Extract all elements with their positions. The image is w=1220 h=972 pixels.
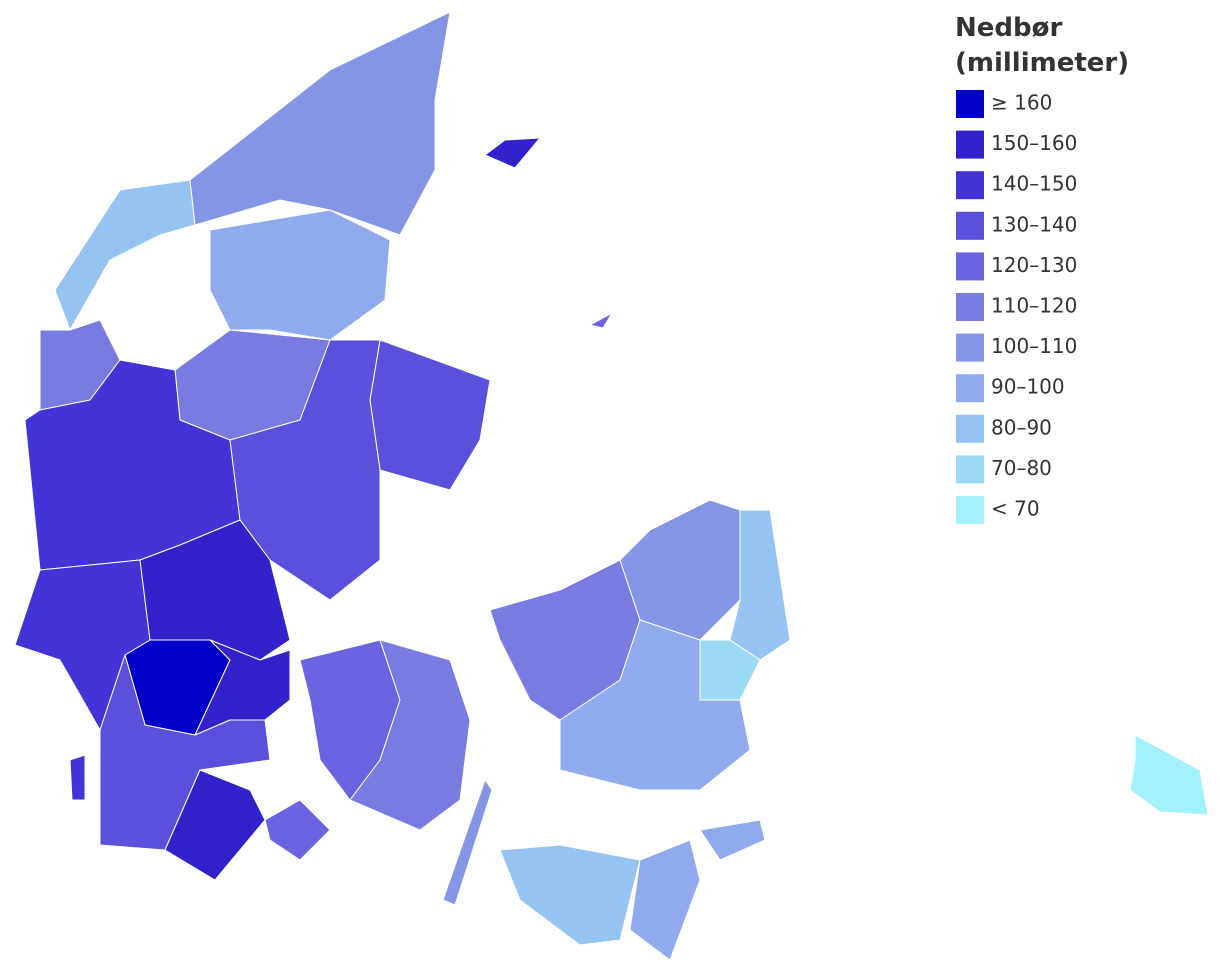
legend-label: 130–140 (991, 212, 1077, 236)
region (189, 11, 451, 236)
region (99, 654, 271, 851)
legend-swatch (956, 455, 984, 484)
region (484, 137, 541, 169)
region (589, 312, 613, 329)
legend-label: 120–130 (991, 253, 1077, 277)
legend-swatch (956, 293, 984, 321)
legend-swatch (956, 90, 984, 118)
legend-label: 90–100 (991, 375, 1065, 399)
legend-label: < 70 (991, 497, 1040, 521)
region (1129, 734, 1209, 816)
legend-title: Nedbør (955, 13, 1062, 43)
legend-swatch (956, 333, 984, 362)
legend-label: 140–150 (991, 172, 1077, 196)
legend-swatch (956, 374, 984, 403)
legend-label: ≥ 160 (991, 91, 1052, 115)
legend: ≥ 160 150–160 140–150 130–140 120–130 110–120… (956, 90, 1077, 524)
region (629, 839, 701, 961)
region (442, 779, 493, 906)
legend-label: 70–80 (991, 456, 1052, 480)
legend-swatch (956, 252, 984, 281)
region (54, 179, 196, 331)
region (69, 754, 86, 801)
legend-swatch (956, 171, 984, 200)
region (699, 819, 766, 861)
legend-label: 100–110 (991, 334, 1077, 358)
map (14, 11, 1209, 961)
legend-label: 110–120 (991, 294, 1077, 318)
region (369, 339, 491, 491)
legend-title: (millimeter) (955, 48, 1129, 78)
legend-swatch (956, 414, 984, 443)
legend-swatch (956, 211, 984, 240)
region (559, 619, 751, 791)
region (264, 799, 331, 861)
legend-swatch (956, 130, 984, 159)
region (499, 844, 641, 946)
legend-label: 80–90 (991, 415, 1052, 439)
legend-label: 150–160 (991, 131, 1077, 155)
legend-swatch (956, 496, 984, 524)
region (349, 639, 471, 831)
region (209, 209, 391, 341)
